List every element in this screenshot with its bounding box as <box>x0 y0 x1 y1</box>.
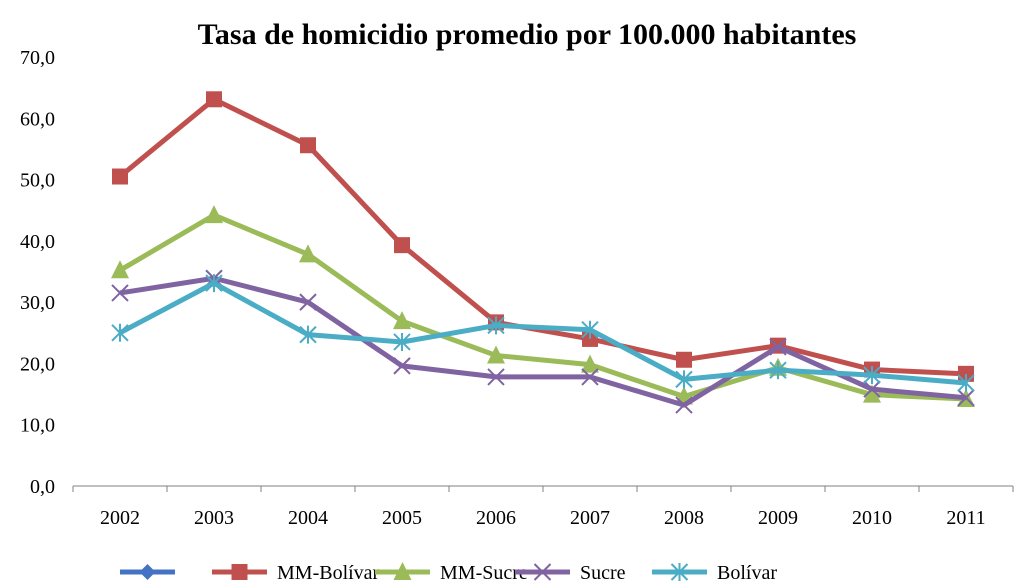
legend-marker <box>393 562 412 580</box>
data-point <box>487 345 505 364</box>
x-tick-label: 2006 <box>476 507 516 529</box>
x-tick-label: 2009 <box>758 507 798 529</box>
x-tick-label: 2010 <box>852 507 892 529</box>
data-point <box>393 357 411 375</box>
data-point <box>111 284 129 302</box>
x-tick-label: 2004 <box>288 507 328 529</box>
x-tick-label: 2008 <box>664 507 704 529</box>
data-point <box>205 205 223 224</box>
data-point <box>111 260 129 279</box>
legend-marker <box>670 563 689 581</box>
series-line <box>118 212 967 402</box>
x-tick-label: 2002 <box>100 507 140 529</box>
data-point <box>299 244 317 263</box>
data-point <box>299 325 317 344</box>
legend-item: Bolívar <box>652 562 777 583</box>
x-tick-label: 2011 <box>946 507 985 529</box>
data-point <box>581 320 599 339</box>
data-point <box>957 389 975 407</box>
y-tick-label: 70,0 <box>20 47 55 69</box>
legend: MM-Bolívar MM-Sucre Sucre Bolívar <box>120 562 777 583</box>
data-point <box>300 137 316 154</box>
data-point <box>863 380 881 398</box>
data-point <box>205 274 223 293</box>
data-point <box>769 361 787 380</box>
data-point <box>863 366 881 385</box>
data-point <box>394 237 410 254</box>
data-point <box>863 384 881 403</box>
data-point <box>581 354 599 373</box>
x-tick-label: 2007 <box>570 507 610 529</box>
legend-item: Sucre <box>515 562 626 583</box>
series-line <box>119 275 967 408</box>
series-4 <box>111 274 975 393</box>
data-point <box>675 370 693 389</box>
data-point <box>676 351 692 368</box>
legend-marker <box>533 563 552 581</box>
data-point <box>769 338 787 356</box>
y-tick-label: 0,0 <box>30 476 55 498</box>
legend-label: Sucre <box>580 562 626 583</box>
y-tick-label: 60,0 <box>20 108 55 130</box>
data-point <box>112 168 128 185</box>
y-tick-label: 30,0 <box>20 292 55 314</box>
data-point <box>393 311 411 330</box>
series-line <box>118 280 967 386</box>
data-point <box>957 374 975 393</box>
y-tick-label: 10,0 <box>20 415 55 437</box>
chart-title: Tasa de homicidio promedio por 100.000 h… <box>198 18 857 51</box>
y-tick-label: 50,0 <box>20 170 55 192</box>
legend-label: Bolívar <box>717 562 777 583</box>
y-tick-label: 40,0 <box>20 231 55 253</box>
data-point <box>675 396 693 414</box>
series-3 <box>111 269 975 414</box>
x-tick-label: 2003 <box>194 507 234 529</box>
legend-marker <box>231 564 248 580</box>
legend-marker <box>139 564 156 580</box>
data-point <box>111 323 129 342</box>
data-point <box>206 91 222 108</box>
axes: 0,0 10,0 20,0 30,0 40,0 50,0 60,0 70,0 2002 2003 2… <box>20 47 1014 529</box>
x-tick-label: 2005 <box>382 507 422 529</box>
data-point <box>487 368 505 386</box>
series-layer <box>111 91 975 414</box>
y-tick-label: 20,0 <box>20 353 55 375</box>
data-point <box>581 368 599 386</box>
series-line <box>118 96 967 377</box>
data-point <box>299 293 317 311</box>
series-1 <box>112 91 974 382</box>
legend-label: MM-Sucre <box>440 562 528 583</box>
data-point <box>393 332 411 351</box>
legend-item: MM-Bolívar <box>212 562 380 583</box>
legend-label: MM-Bolívar <box>277 562 380 583</box>
legend-item: MM-Sucre <box>375 562 528 583</box>
data-point <box>487 316 505 335</box>
legend-item <box>120 564 175 580</box>
